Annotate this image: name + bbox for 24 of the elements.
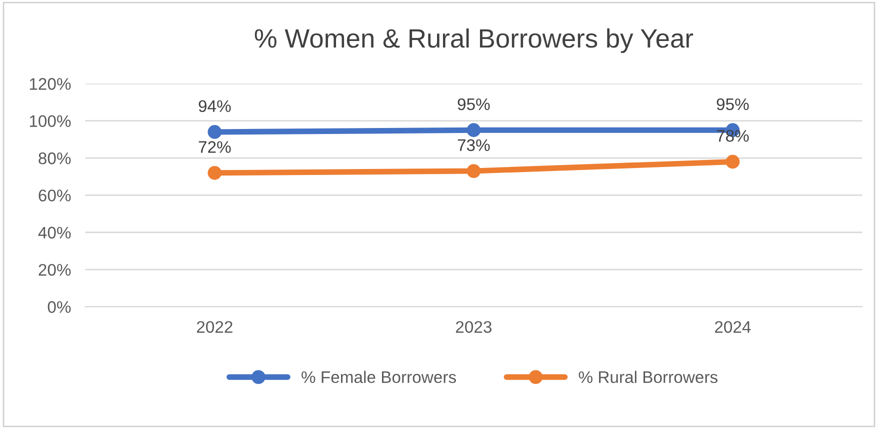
legend-label: % Rural Borrowers (578, 370, 718, 384)
data-label: 94% (198, 100, 231, 112)
point (466, 123, 481, 138)
data-label: 73% (458, 139, 490, 152)
point (466, 164, 481, 178)
data-label: 95% (716, 98, 749, 110)
y-tick-label: 120% (30, 78, 71, 90)
data-label: 95% (458, 98, 490, 110)
point (208, 166, 222, 180)
y-tick-label: 20% (38, 264, 71, 276)
point (726, 154, 740, 169)
y-tick-label: 0% (48, 301, 71, 313)
chart-title: % Women & Rural Borrowers by Year (254, 28, 694, 54)
y-tick-label: 60% (38, 190, 71, 202)
x-tick-label: 2023 (456, 321, 492, 333)
y-tick-label: 100% (30, 115, 71, 128)
x-tick-label: 2024 (714, 321, 751, 333)
data-label: 78% (716, 130, 749, 142)
point (208, 125, 222, 139)
y-tick-label: 40% (38, 226, 71, 239)
legend-label: % Female Borrowers (302, 370, 456, 384)
data-label: 72% (198, 141, 231, 153)
x-tick-label: 2022 (196, 321, 232, 333)
y-tick-label: 80% (38, 152, 71, 164)
